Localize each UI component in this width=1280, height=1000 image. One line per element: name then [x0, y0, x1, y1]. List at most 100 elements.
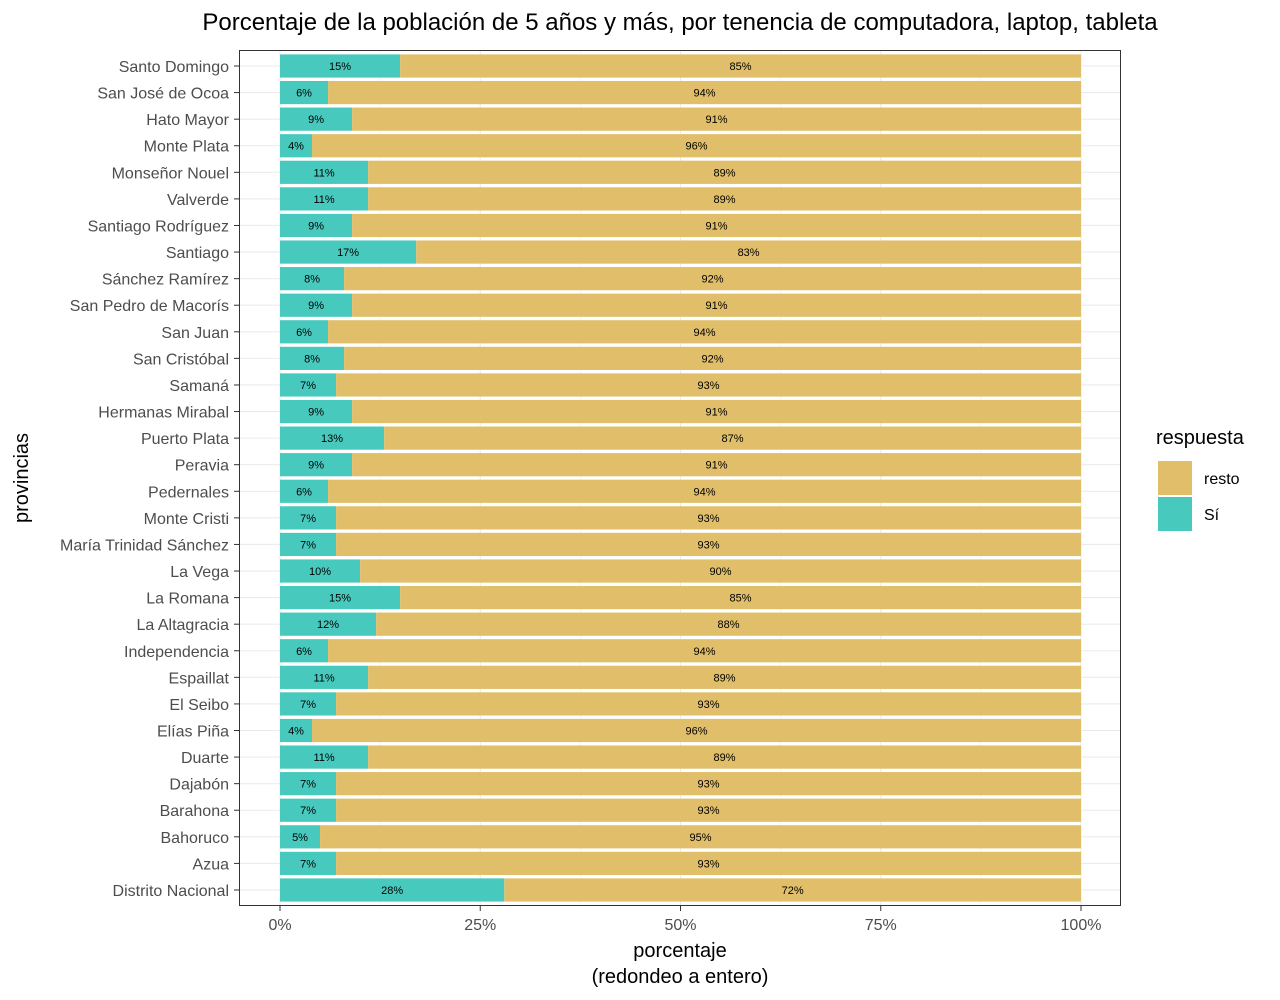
bar-label-si: 7%: [300, 539, 316, 551]
bar-label-resto: 93%: [698, 805, 720, 817]
bar-resto: [368, 160, 1081, 184]
bar-si: [280, 878, 505, 902]
bar-si: [280, 612, 377, 636]
bar-label-si: 8%: [304, 274, 320, 286]
bar-label-resto: 87%: [722, 433, 744, 445]
bar-resto: [328, 80, 1081, 105]
bar-label-si: 5%: [292, 832, 308, 844]
bar-label-resto: 93%: [698, 699, 720, 711]
bar-si: [280, 665, 369, 689]
bar-resto: [352, 293, 1082, 317]
y-tick-label: Sánchez Ramírez: [102, 272, 229, 289]
y-tick-label: Elías Piña: [157, 724, 229, 741]
bar-label-resto: 92%: [702, 274, 724, 286]
bar-label-si: 8%: [304, 353, 320, 365]
bar-label-si: 9%: [308, 460, 324, 472]
x-tick-label: 0%: [268, 917, 291, 934]
y-tick-label: Bahoruco: [161, 830, 230, 847]
bar-label-resto: 93%: [698, 380, 720, 392]
bar-si: [280, 745, 369, 769]
legend-swatch: [1158, 497, 1192, 531]
y-tick-label: Santo Domingo: [119, 59, 229, 76]
y-tick-label: Azua: [193, 856, 230, 873]
bar-label-si: 9%: [308, 407, 324, 419]
bar-si: [280, 54, 401, 78]
bar-label-resto: 91%: [706, 407, 728, 419]
bar-label-resto: 89%: [714, 167, 736, 179]
bar-label-si: 11%: [313, 672, 334, 684]
y-tick-label: Duarte: [181, 750, 229, 767]
y-tick-label: Espaillat: [169, 670, 230, 687]
chart-title: Porcentaje de la población de 5 años y m…: [202, 9, 1158, 36]
bar-si: [280, 506, 337, 530]
x-tick-label: 50%: [664, 917, 696, 934]
bar-si: [280, 107, 353, 131]
bar-resto: [368, 745, 1081, 769]
bar-resto: [352, 399, 1082, 424]
bar-si: [280, 532, 337, 557]
bar-resto: [336, 506, 1081, 530]
bar-label-resto: 95%: [690, 832, 712, 844]
y-tick-label: San José de Ocoa: [97, 86, 229, 103]
bar-resto: [384, 426, 1081, 450]
y-tick-label: Monseñor Nouel: [112, 165, 229, 182]
bar-label-resto: 93%: [698, 539, 720, 551]
bar-resto: [504, 878, 1081, 902]
y-tick-label: Peravia: [175, 458, 229, 475]
bar-label-si: 7%: [300, 805, 316, 817]
bar-label-si: 10%: [309, 566, 331, 578]
bar-label-resto: 91%: [706, 114, 728, 126]
bar-label-si: 7%: [300, 513, 316, 525]
y-tick-label: El Seibo: [169, 697, 229, 714]
bar-resto: [344, 267, 1082, 291]
y-tick-label: Santiago: [166, 245, 229, 262]
bar-label-si: 7%: [300, 779, 316, 791]
bar-label-si: 11%: [313, 194, 334, 206]
bar-si: [280, 373, 337, 397]
bar-label-si: 12%: [317, 619, 339, 631]
bar-label-si: 11%: [313, 167, 334, 179]
legend-label: resto: [1204, 471, 1240, 488]
x-axis-labels: 0% 25% 50% 75% 100%: [268, 906, 1101, 934]
y-tick-label: San Juan: [161, 325, 229, 342]
y-tick-label: Independencia: [124, 644, 229, 661]
y-tick-label: Valverde: [167, 192, 229, 209]
bar-label-resto: 91%: [706, 460, 728, 472]
legend: respuesta resto Sí: [1156, 427, 1245, 531]
bar-label-resto: 93%: [698, 858, 720, 870]
x-tick-label: 75%: [865, 917, 897, 934]
bar-resto: [312, 134, 1081, 158]
bar-label-resto: 94%: [694, 88, 716, 100]
x-axis-title: porcentaje: [633, 940, 726, 962]
bar-label-resto: 72%: [782, 885, 804, 897]
bar-resto: [400, 586, 1081, 610]
y-tick-label: Hermanas Mirabal: [98, 405, 229, 422]
bar-label-si: 7%: [300, 858, 316, 870]
bar-si: [280, 320, 329, 344]
bar-resto: [352, 453, 1082, 477]
bar-label-resto: 83%: [738, 247, 760, 259]
bar-resto: [320, 825, 1081, 849]
bar-label-resto: 96%: [686, 141, 708, 153]
bar-label-si: 11%: [313, 752, 334, 764]
bar-resto: [416, 240, 1081, 264]
bar-resto: [328, 639, 1081, 663]
bar-si: [280, 586, 401, 610]
y-tick-label: Barahona: [160, 803, 229, 820]
bar-si: [280, 213, 353, 238]
bar-si: [280, 772, 337, 796]
bar-resto: [400, 54, 1081, 78]
y-tick-label: Samaná: [169, 378, 229, 395]
bar-si: [280, 399, 353, 424]
x-axis-subtitle: (redondeo a entero): [592, 966, 769, 988]
bar-resto: [336, 373, 1081, 397]
bar-label-resto: 89%: [714, 752, 736, 764]
bar-label-si: 6%: [296, 486, 312, 498]
bar-si: [280, 692, 337, 716]
bar-resto: [352, 107, 1082, 131]
bar-resto: [336, 851, 1081, 875]
legend-swatch: [1158, 461, 1192, 495]
bar-label-resto: 96%: [686, 726, 708, 738]
y-tick-label: La Altagracia: [136, 617, 229, 634]
bar-si: [280, 160, 369, 184]
